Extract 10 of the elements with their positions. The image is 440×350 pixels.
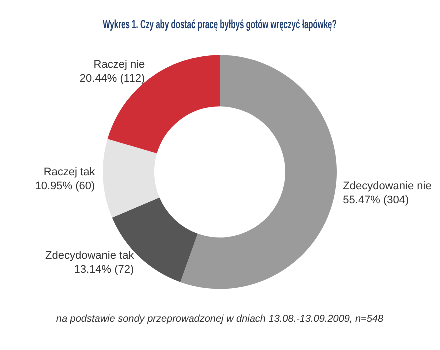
- data-label: 13.14% (72): [74, 264, 134, 276]
- slice-label: Zdecydowanie tak: [46, 250, 135, 262]
- data-label: 55.47% (304): [343, 194, 410, 207]
- data-label: 10.95% (60): [35, 180, 96, 192]
- chart-title: Wykres 1. Czy aby dostać pracę byłbyś gotów wręczyć łapówkę?: [103, 18, 337, 32]
- text: na podstawie sondy przeprowadzonej w dniach 13.08.-13.09.2009, n=548: [55, 314, 385, 325]
- slice-label: Zdecydowanie nie: [343, 180, 432, 193]
- slice-label: Raczej tak: [44, 166, 96, 178]
- data-label: 20.44% (112): [80, 73, 146, 86]
- slice-label: Raczej nie: [94, 59, 146, 72]
